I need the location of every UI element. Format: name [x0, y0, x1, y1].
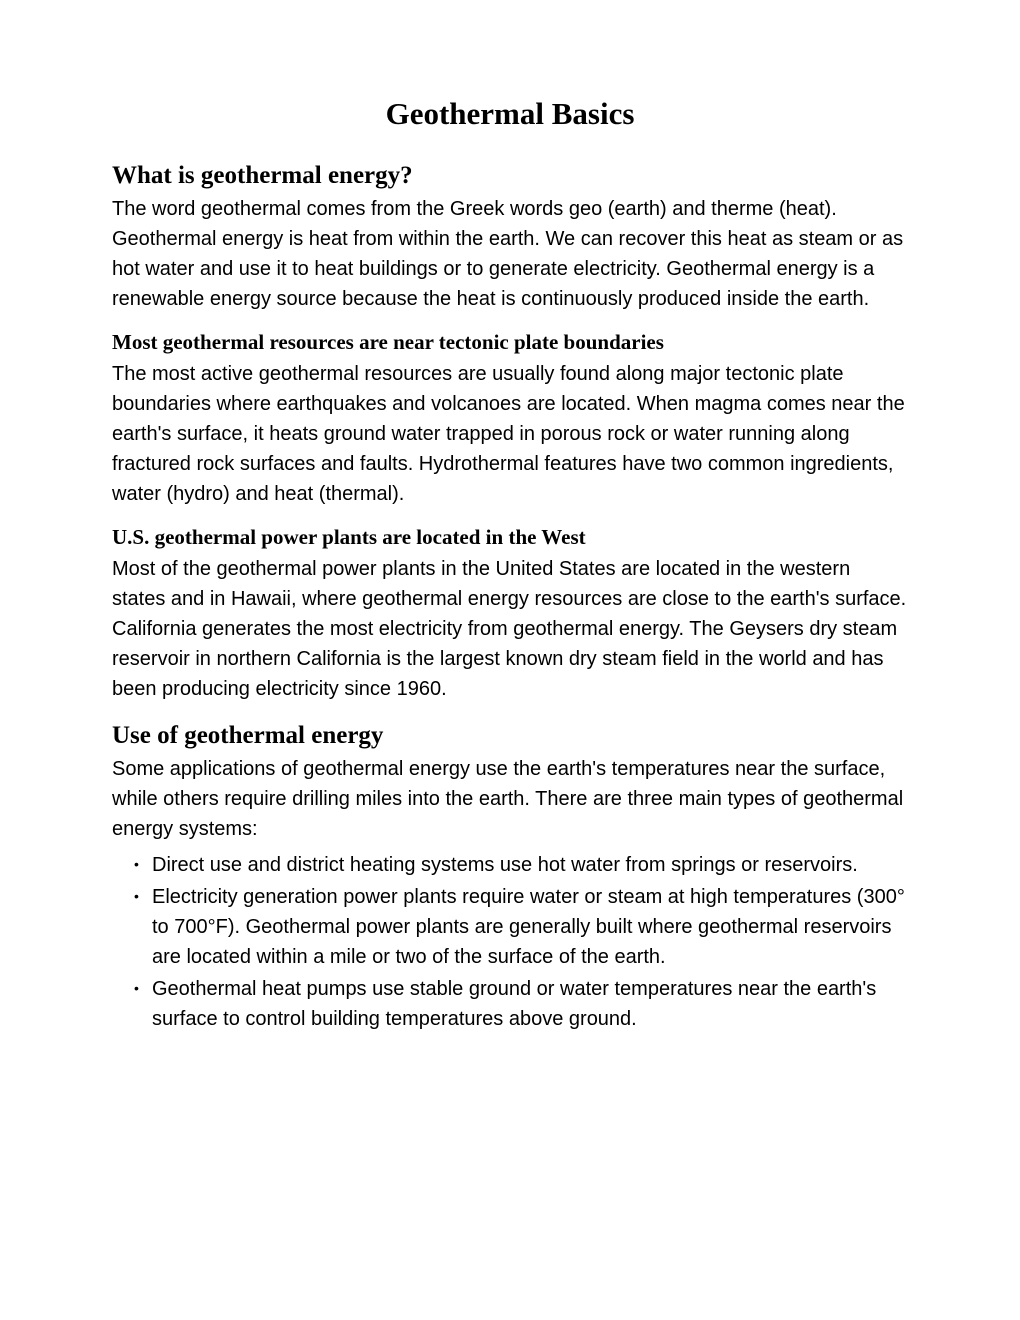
section-heading-us-plants: U.S. geothermal power plants are located…	[112, 525, 908, 550]
section-heading-what-is: What is geothermal energy?	[112, 162, 908, 190]
section-body-tectonic: The most active geothermal resources are…	[112, 359, 908, 509]
section-body-what-is: The word geothermal comes from the Greek…	[112, 194, 908, 314]
section-body-us-plants: Most of the geothermal power plants in t…	[112, 554, 908, 704]
list-item: Electricity generation power plants requ…	[152, 882, 908, 972]
use-list: Direct use and district heating systems …	[112, 850, 908, 1034]
list-item: Direct use and district heating systems …	[152, 850, 908, 880]
section-heading-tectonic: Most geothermal resources are near tecto…	[112, 330, 908, 355]
section-body-use: Some applications of geothermal energy u…	[112, 754, 908, 844]
section-heading-use: Use of geothermal energy	[112, 722, 908, 750]
list-item: Geothermal heat pumps use stable ground …	[152, 974, 908, 1034]
document-title: Geothermal Basics	[112, 96, 908, 132]
